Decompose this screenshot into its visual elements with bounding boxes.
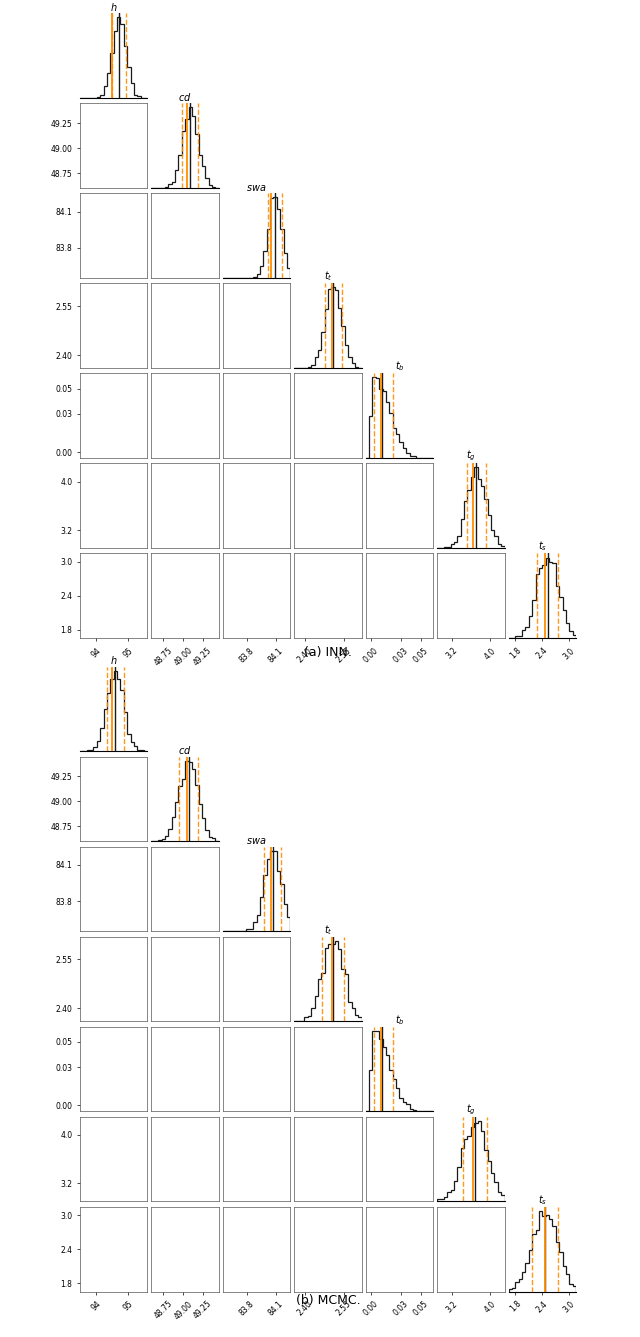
Text: (b) MCMC.: (b) MCMC.: [296, 1294, 360, 1308]
Title: $\mathit{t_g}$: $\mathit{t_g}$: [466, 449, 476, 464]
Title: $\mathit{t_s}$: $\mathit{t_s}$: [538, 1193, 547, 1206]
Title: $\mathit{t_g}$: $\mathit{t_g}$: [466, 1102, 476, 1116]
Title: $\mathit{h}$: $\mathit{h}$: [110, 0, 118, 12]
Title: $\mathit{t_b}$: $\mathit{t_b}$: [394, 360, 404, 373]
Title: $\mathit{t_s}$: $\mathit{t_s}$: [538, 540, 547, 554]
Text: (a) INN.: (a) INN.: [304, 646, 352, 659]
Title: $\mathit{cd}$: $\mathit{cd}$: [179, 91, 192, 103]
Title: $\mathit{h}$: $\mathit{h}$: [110, 654, 118, 666]
Title: $\mathit{swa}$: $\mathit{swa}$: [246, 183, 267, 193]
Title: $\mathit{t_b}$: $\mathit{t_b}$: [394, 1012, 404, 1027]
Title: $\mathit{t_t}$: $\mathit{t_t}$: [324, 923, 332, 936]
Title: $\mathit{t_t}$: $\mathit{t_t}$: [324, 270, 332, 283]
Title: $\mathit{swa}$: $\mathit{swa}$: [246, 836, 267, 846]
Title: $\mathit{cd}$: $\mathit{cd}$: [179, 743, 192, 755]
